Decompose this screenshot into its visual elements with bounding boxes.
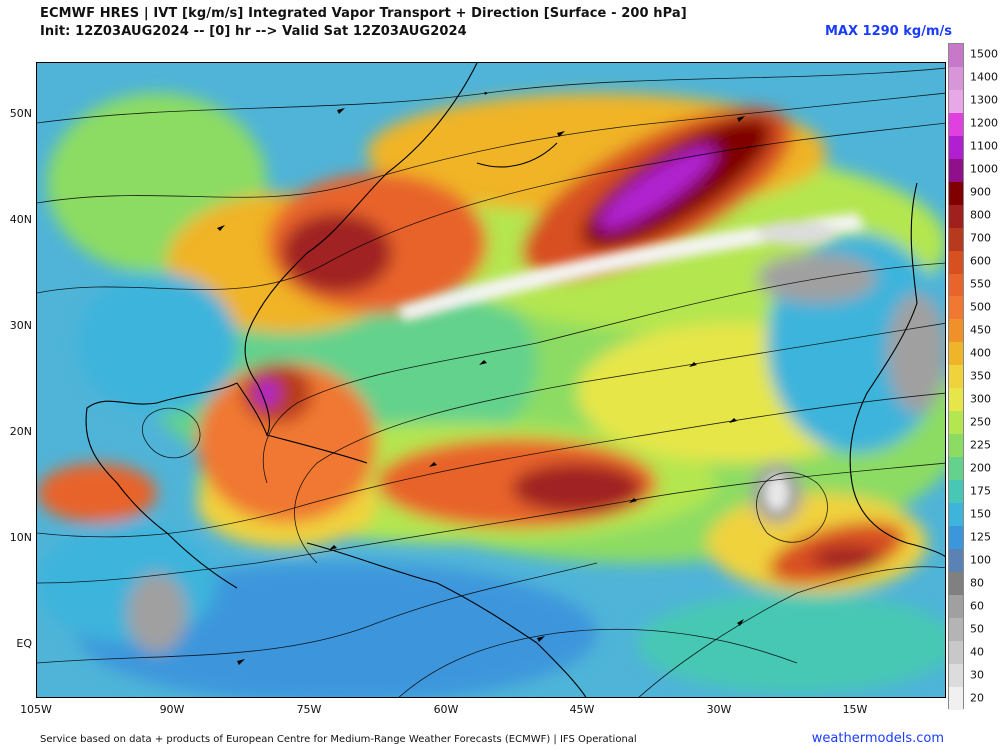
lat-label-eq: EQ: [16, 637, 32, 650]
colorbar-level-label: 900: [970, 185, 991, 199]
colorbar-swatch: [949, 640, 963, 664]
coastlines: [85, 63, 945, 697]
colorbar-level-label: 40: [970, 645, 984, 659]
colorbar-level-label: 600: [970, 254, 991, 268]
streamline-arrows: [217, 108, 745, 665]
lat-label-10n: 10N: [9, 531, 32, 544]
colorbar-level-label: 550: [970, 277, 991, 291]
lon-label-45w: 45W: [569, 703, 595, 716]
colorbar-level-label: 175: [970, 484, 991, 498]
ivt-field-svg: [37, 63, 945, 697]
colorbar-level-label: 100: [970, 553, 991, 567]
colorbar-level-label: 225: [970, 438, 991, 452]
colorbar-swatch: [949, 434, 963, 458]
ivt-map-panel: [36, 62, 946, 698]
colorbar-swatch: [949, 44, 963, 67]
max-value-label: MAX 1290 kg/m/s: [825, 24, 952, 39]
colorbar-swatch: [949, 319, 963, 343]
dry-band: [397, 213, 865, 511]
colorbar-swatch: [949, 66, 963, 90]
data-credit: Service based on data + products of Euro…: [40, 734, 637, 745]
ivt-colorbar: [948, 43, 964, 710]
colorbar-level-label: 250: [970, 415, 991, 429]
colorbar-level-label: 1000: [970, 162, 998, 176]
colorbar-swatch: [949, 548, 963, 572]
colorbar-level-label: 1400: [970, 70, 998, 84]
colorbar-level-label: 350: [970, 369, 991, 383]
colorbar-swatch: [949, 204, 963, 228]
colorbar-level-label: 60: [970, 599, 984, 613]
colorbar-swatch: [949, 227, 963, 251]
colorbar-swatch: [949, 480, 963, 504]
lat-label-20n: 20N: [9, 425, 32, 438]
colorbar-swatch: [949, 181, 963, 205]
colorbar-swatch: [949, 663, 963, 687]
colorbar-level-label: 1300: [970, 93, 998, 107]
colorbar-swatch: [949, 617, 963, 641]
colorbar-swatch: [949, 365, 963, 389]
lon-label-15w: 15W: [842, 703, 868, 716]
colorbar-swatch: [949, 457, 963, 481]
colorbar-swatch: [949, 89, 963, 113]
colorbar-swatch: [949, 411, 963, 435]
colorbar-level-label: 125: [970, 530, 991, 544]
colorbar-level-label: 450: [970, 323, 991, 337]
colorbar-level-label: 1200: [970, 116, 998, 130]
colorbar-level-label: 30: [970, 668, 984, 682]
colorbar-level-label: 1100: [970, 139, 998, 153]
colorbar-level-label: 500: [970, 300, 991, 314]
colorbar-level-label: 700: [970, 231, 991, 245]
colorbar-swatch: [949, 388, 963, 412]
colorbar-swatch: [949, 686, 963, 710]
colorbar-level-label: 200: [970, 461, 991, 475]
colorbar-level-label: 800: [970, 208, 991, 222]
lat-label-50n: 50N: [9, 107, 32, 120]
colorbar-level-label: 300: [970, 392, 991, 406]
colorbar-swatch: [949, 158, 963, 182]
colorbar-level-label: 20: [970, 691, 984, 705]
map-title: ECMWF HRES | IVT [kg/m/s] Integrated Vap…: [40, 6, 687, 21]
colorbar-level-label: 50: [970, 622, 984, 636]
site-link[interactable]: weathermodels.com: [811, 731, 944, 746]
colorbar-swatch: [949, 594, 963, 618]
map-valid-time: Init: 12Z03AUG2024 -- [0] hr --> Valid S…: [40, 24, 467, 39]
colorbar-swatch: [949, 526, 963, 549]
colorbar-level-label: 400: [970, 346, 991, 360]
colorbar-level-label: 150: [970, 507, 991, 521]
colorbar-level-label: 80: [970, 576, 984, 590]
lon-label-30w: 30W: [706, 703, 732, 716]
lat-label-30n: 30N: [9, 319, 32, 332]
colorbar-swatch: [949, 250, 963, 274]
lat-label-40n: 40N: [9, 213, 32, 226]
colorbar-swatch: [949, 571, 963, 595]
colorbar-swatch: [949, 135, 963, 159]
colorbar-swatch: [949, 503, 963, 527]
colorbar-level-label: 1500: [970, 47, 998, 61]
lon-label-105w: 105W: [20, 703, 52, 716]
colorbar-swatch: [949, 112, 963, 136]
lon-label-90w: 90W: [159, 703, 185, 716]
colorbar-swatch: [949, 296, 963, 320]
ivt-shading: [37, 93, 945, 697]
colorbar-swatch: [949, 342, 963, 366]
colorbar-swatch: [949, 273, 963, 297]
lon-label-75w: 75W: [296, 703, 322, 716]
lon-label-60w: 60W: [433, 703, 459, 716]
